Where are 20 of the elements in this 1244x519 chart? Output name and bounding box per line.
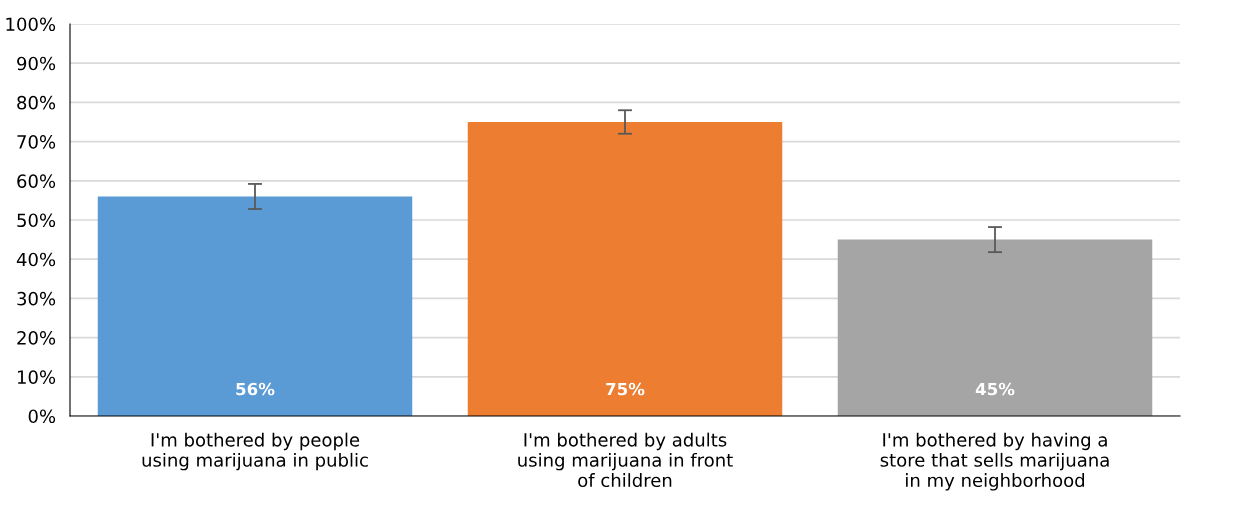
y-tick-label: 40%: [16, 252, 56, 267]
bar: [837, 239, 1153, 416]
data-label: 56%: [236, 382, 275, 396]
y-tick-label: 90%: [17, 56, 56, 71]
y-tick-label: 30%: [17, 291, 56, 306]
x-tick-label: I'm bothered by adults using marijuana in front of children: [518, 432, 733, 488]
y-tick-label: 50%: [17, 213, 56, 228]
x-tick-label: I'm bothered by people using marijuana in public: [142, 432, 368, 471]
y-tick-label: 60%: [17, 174, 56, 188]
data-label: 75%: [606, 382, 645, 396]
bar: [97, 196, 413, 416]
y-tick-label: 0%: [28, 409, 56, 424]
y-tick-label: 100%: [6, 17, 56, 32]
bar: [467, 122, 783, 416]
y-tick-label: 70%: [17, 135, 56, 149]
y-tick-label: 80%: [17, 95, 56, 110]
data-label: 45%: [975, 382, 1015, 396]
x-tick-label: I'm bothered by having a store that sells marijuana in my neighborhood: [880, 432, 1109, 491]
y-tick-label: 20%: [17, 331, 56, 345]
y-tick-label: 10%: [17, 370, 56, 384]
